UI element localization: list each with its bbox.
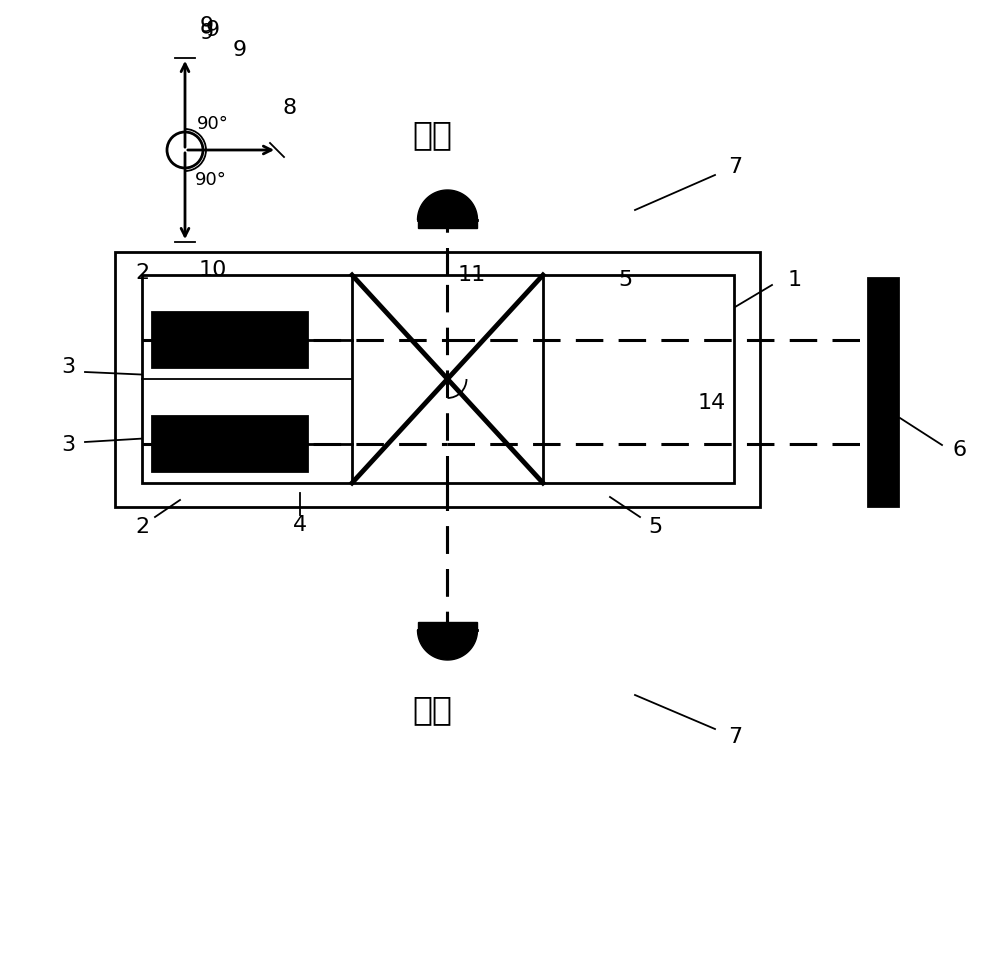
Text: 5: 5 — [648, 517, 662, 537]
Text: 1: 1 — [788, 270, 802, 290]
Bar — [152, 416, 307, 471]
Text: 14: 14 — [698, 393, 726, 413]
Text: 3: 3 — [61, 435, 75, 455]
Text: 6: 6 — [953, 440, 967, 460]
Bar — [142, 275, 734, 483]
Bar — [868, 278, 898, 505]
Text: 2: 2 — [135, 263, 149, 283]
Text: 11: 11 — [458, 265, 486, 285]
Text: 4: 4 — [293, 515, 307, 535]
Text: 左侧: 左侧 — [412, 118, 452, 152]
Polygon shape — [418, 190, 478, 220]
Text: 9: 9 — [233, 40, 247, 60]
Text: 右侧: 右侧 — [412, 693, 452, 727]
Text: 9: 9 — [206, 20, 220, 40]
Text: 7: 7 — [728, 727, 742, 747]
Text: 7: 7 — [728, 157, 742, 177]
Text: 2: 2 — [135, 517, 149, 537]
Text: 9: 9 — [200, 16, 214, 36]
Text: 90°: 90° — [195, 171, 227, 189]
Bar — [152, 312, 307, 367]
Text: 90°: 90° — [197, 115, 229, 133]
Polygon shape — [418, 622, 478, 630]
Text: 9: 9 — [200, 23, 214, 43]
Text: 5: 5 — [618, 270, 632, 290]
Text: 10: 10 — [199, 260, 227, 280]
Polygon shape — [418, 630, 478, 660]
Text: 3: 3 — [61, 357, 75, 377]
Text: 8: 8 — [283, 98, 297, 118]
Polygon shape — [418, 220, 478, 228]
Bar — [115, 252, 760, 507]
